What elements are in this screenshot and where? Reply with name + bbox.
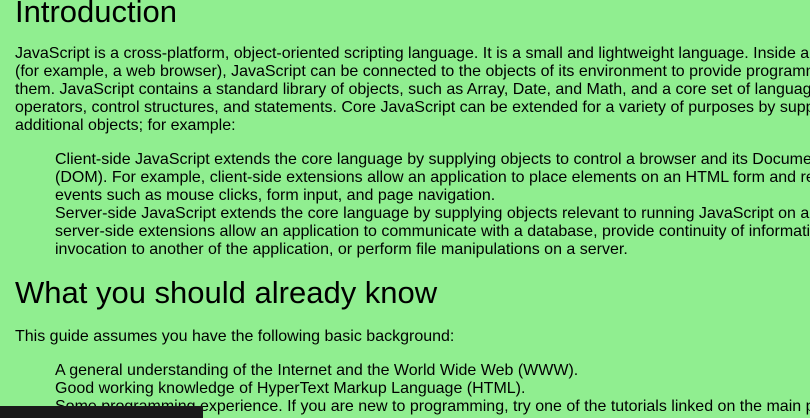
what-you-should-know-heading: What you should already know (15, 275, 438, 310)
intro-line: JavaScript is a cross-platform, object-o… (15, 45, 810, 62)
list-item-line: Server-side JavaScript extends the core … (55, 205, 810, 222)
intro-line: operators, control structures, and state… (15, 99, 810, 116)
bottom-bar (0, 406, 203, 418)
guide-paragraph: This guide assumes you have the followin… (15, 328, 455, 345)
background-list: A general understanding of the Internet … (55, 362, 810, 416)
list-item: Some programming experience. If you are … (55, 398, 810, 415)
intro-list: Client-side JavaScript extends the core … (55, 151, 810, 259)
intro-paragraph: JavaScript is a cross-platform, object-o… (15, 45, 810, 135)
list-item-line: server-side extensions allow an applicat… (55, 223, 810, 240)
list-item: Good working knowledge of HyperText Mark… (55, 380, 526, 397)
intro-line: them. JavaScript contains a standard lib… (15, 81, 810, 98)
list-item-line: events such as mouse clicks, form input,… (55, 187, 496, 204)
intro-line: additional objects; for example: (15, 117, 236, 134)
list-item-line: Client-side JavaScript extends the core … (55, 151, 810, 168)
list-item-line: (DOM). For example, client-side extensio… (55, 169, 810, 186)
list-item-line: invocation to another of the application… (55, 241, 628, 258)
list-item: A general understanding of the Internet … (55, 362, 579, 379)
introduction-heading: Introduction (15, 0, 177, 29)
intro-line: (for example, a web browser), JavaScript… (15, 63, 810, 80)
